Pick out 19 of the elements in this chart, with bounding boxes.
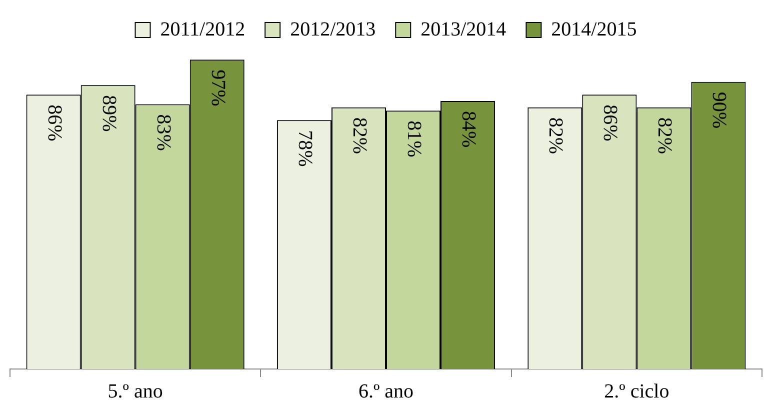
- x-tick-label: 2.º ciclo: [604, 380, 670, 402]
- legend-label: 2012/2013: [290, 18, 376, 40]
- legend-label: 2014/2015: [551, 18, 637, 40]
- data-label: 89%: [98, 95, 120, 132]
- data-label: 82%: [348, 117, 370, 154]
- data-label: 82%: [654, 117, 676, 154]
- x-tick-label: 5.º ano: [108, 380, 163, 402]
- data-label: 90%: [708, 92, 730, 129]
- data-label: 83%: [152, 114, 174, 151]
- data-label: 81%: [403, 120, 426, 158]
- data-label: 78%: [294, 130, 316, 167]
- data-label: 84%: [458, 111, 480, 148]
- legend-label: 2013/2014: [420, 18, 506, 40]
- x-tick-label: 6.º ano: [358, 380, 414, 402]
- legend-label: 2011/2012: [160, 18, 246, 40]
- data-label: 86%: [599, 104, 622, 142]
- data-label: 86%: [43, 104, 66, 142]
- data-label: 82%: [544, 117, 567, 154]
- data-label: 97%: [206, 70, 229, 106]
